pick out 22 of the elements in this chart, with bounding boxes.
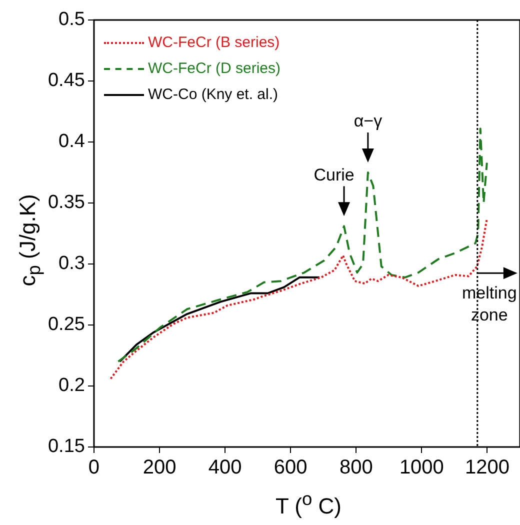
x-tick-label: 1000	[399, 456, 444, 479]
x-tick-label: 1200	[464, 456, 510, 479]
y-tick-label: 0.35	[48, 192, 85, 214]
y-tick-label: 0.4	[58, 131, 86, 152]
y-tick-label: 0.5	[58, 9, 85, 30]
y-tick-label: 0.25	[48, 314, 85, 336]
y-tick-label: 0.3	[58, 253, 85, 274]
y-tick-label: 0.15	[48, 436, 85, 458]
x-tick-label: 800	[339, 456, 373, 479]
annotation: Curie	[314, 165, 354, 184]
legend-label: WC-FeCr (B series)	[148, 34, 280, 51]
y-tick-label: 0.2	[58, 375, 85, 396]
x-tick-label: 400	[208, 456, 242, 479]
annotation: melting zone	[462, 283, 517, 324]
legend-label: WC-FeCr (D series)	[148, 60, 280, 77]
annotation: α−γ	[354, 112, 383, 131]
x-axis-title: T ($^{o}$ C)	[274, 488, 342, 520]
x-tick-label: 200	[142, 456, 176, 479]
legend-label: WC-Co (Kny et. al.)	[148, 86, 278, 103]
x-tick-label: 0	[88, 456, 100, 479]
x-tick-label: 600	[274, 456, 308, 479]
y-tick-label: 0.45	[48, 70, 85, 92]
